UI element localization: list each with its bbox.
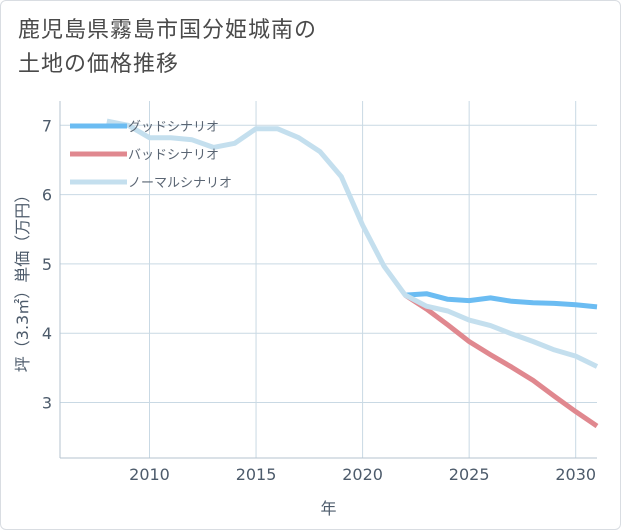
y-axis-ticks: 3 4 5 6 7: [42, 116, 52, 412]
y-tick-label: 3: [42, 394, 52, 413]
series-line-bad: [403, 293, 599, 429]
legend-label-good: グッドシナリオ: [128, 120, 219, 135]
legend-label-normal: ノーマルシナリオ: [128, 176, 232, 191]
series-line-good: [405, 291, 598, 310]
series-line-normal: [106, 118, 599, 369]
series-lines: [106, 118, 599, 429]
y-tick-label: 4: [42, 324, 52, 343]
legend-label-bad: バッドシナリオ: [128, 148, 219, 163]
plot-frame: [59, 101, 597, 459]
x-tick-label: 2030: [555, 465, 596, 484]
x-tick-label: 2010: [129, 465, 170, 484]
y-tick-label: 5: [42, 255, 52, 274]
x-axis-ticks: 2010 2015 2020 2025 2030: [129, 465, 596, 484]
x-axis-label: 年: [320, 499, 336, 518]
y-tick-label: 7: [42, 116, 52, 135]
y-tick-label: 6: [42, 186, 52, 205]
x-tick-label: 2025: [449, 465, 490, 484]
chart-title-line-2: 土地の価格推移: [18, 52, 180, 77]
grid-lines: [60, 101, 597, 458]
x-tick-label: 2020: [342, 465, 383, 484]
chart-title-line-1: 鹿児島県霧島市国分姫城南の: [18, 18, 318, 43]
y-axis-label: 坪（3.3㎡）単価（万円）: [13, 187, 32, 372]
chart-title: 鹿児島県霧島市国分姫城南の 土地の価格推移: [18, 14, 317, 82]
x-tick-label: 2015: [236, 465, 277, 484]
